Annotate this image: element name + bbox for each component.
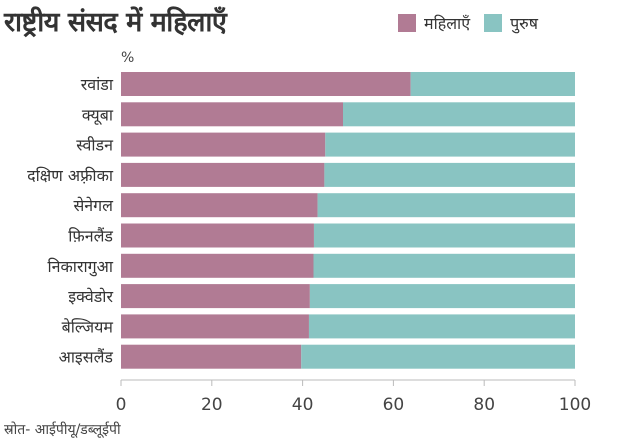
chart-title: राष्ट्रीय संसद में महिलाएँ — [4, 7, 227, 38]
bar-women-7 — [121, 253, 314, 278]
bar-women-8 — [121, 284, 310, 309]
x-tick-label-4: 60 — [383, 395, 405, 415]
bar-men-10 — [301, 344, 575, 369]
bar-men-5 — [317, 193, 575, 218]
bar-women-6 — [121, 223, 314, 248]
unit-label: % — [121, 50, 135, 66]
bar-men-6 — [313, 223, 575, 248]
category-label-8: इक्वेडोर — [68, 287, 113, 306]
category-label-7: निकारागुआ — [47, 257, 113, 277]
source-note: स्रोत- आईपीयू/डब्लूईपी — [4, 422, 121, 438]
bar-women-4 — [121, 162, 325, 187]
legend-swatch-women — [398, 14, 416, 32]
bar-women-9 — [121, 314, 309, 339]
x-tick-label-6: 100 — [559, 395, 591, 415]
category-label-3: स्वीडन — [76, 136, 114, 155]
legend-item-women: महिलाएँ — [398, 12, 470, 34]
bar-men-8 — [309, 284, 575, 309]
x-tick-label-1: 0 — [116, 395, 127, 415]
bar-women-5 — [121, 193, 318, 218]
bar-men-4 — [324, 162, 575, 187]
category-label-9: बेल्जियम — [62, 317, 114, 336]
bar-men-3 — [325, 132, 575, 157]
category-label-4: दक्षिण अफ़्रीका — [27, 166, 114, 185]
legend-swatch-men — [484, 14, 503, 32]
category-label-10: आइसलैंड — [59, 348, 114, 367]
legend-item-men: पुरुष — [484, 12, 538, 34]
bar-men-1 — [410, 72, 575, 96]
category-label-5: सेनेगल — [73, 196, 114, 215]
bar-women-1 — [121, 72, 411, 96]
legend-label-women: महिलाएँ — [424, 14, 471, 33]
legend: महिलाएँ पुरुष — [398, 12, 544, 34]
bar-women-3 — [121, 132, 326, 157]
bar-women-10 — [121, 344, 302, 369]
x-tick-label-2: 20 — [201, 395, 223, 415]
category-label-2: क्यूबा — [82, 105, 114, 125]
x-tick-label-3: 40 — [292, 395, 314, 415]
category-label-1: रवांडा — [81, 75, 114, 94]
bar-women-2 — [121, 102, 344, 127]
category-label-6: फ़िनलैंड — [68, 227, 113, 246]
bar-men-7 — [313, 253, 575, 278]
bar-men-9 — [308, 314, 575, 339]
x-tick-label-5: 80 — [473, 395, 495, 415]
legend-label-men: पुरुष — [510, 14, 538, 33]
bar-men-2 — [343, 102, 575, 127]
